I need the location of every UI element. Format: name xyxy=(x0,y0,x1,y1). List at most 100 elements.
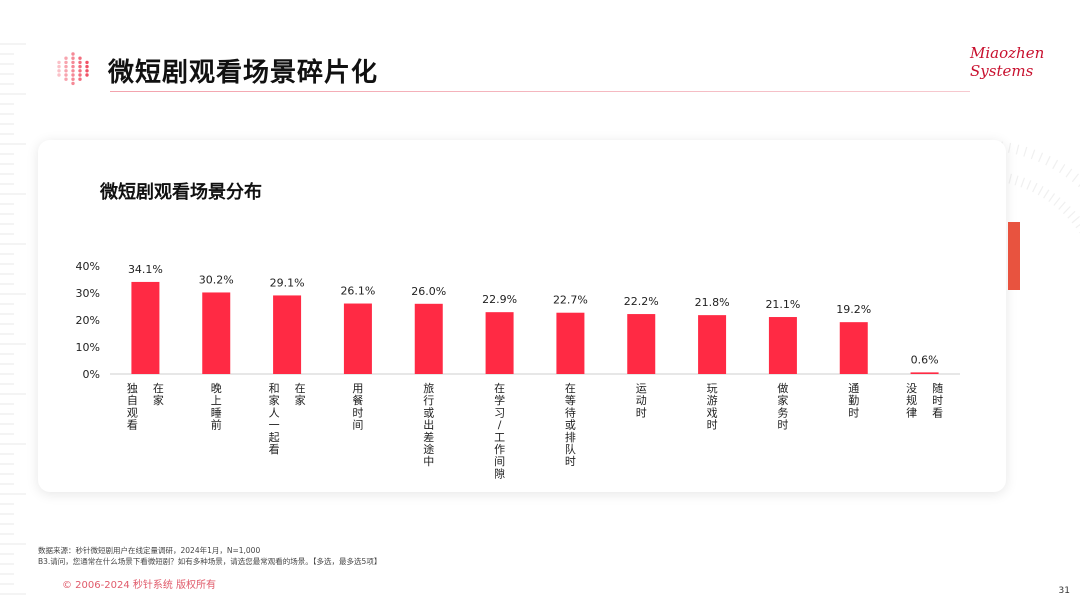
bar xyxy=(910,372,939,374)
x-tick-label: 在学习/工作间隙 xyxy=(494,382,505,480)
dial-tick xyxy=(1058,163,1066,174)
data-label: 21.8% xyxy=(695,296,730,309)
dial-tick xyxy=(1008,142,1012,153)
y-tick-label: 40% xyxy=(76,260,100,273)
arrow-dot xyxy=(57,64,61,69)
data-label: 0.6% xyxy=(911,353,939,366)
arrow-dot xyxy=(64,56,68,60)
bar xyxy=(698,315,727,374)
dial-tick xyxy=(1026,180,1032,190)
arrow-dot xyxy=(57,73,61,77)
data-label: 22.7% xyxy=(553,294,588,307)
arrow-dot xyxy=(71,73,75,77)
arrow-dot xyxy=(64,60,68,65)
arrow-dot xyxy=(71,81,75,86)
y-tick-label: 0% xyxy=(83,368,100,381)
page-number: 31 xyxy=(1058,586,1070,596)
bar xyxy=(202,292,231,374)
arrow-dot xyxy=(64,69,68,73)
arrow-dot xyxy=(64,73,68,77)
arrow-dot xyxy=(57,60,61,65)
header: 微短剧观看场景碎片化 xyxy=(56,48,378,92)
data-label: 19.2% xyxy=(836,303,871,316)
x-tick-label: 在家和家人一起看 xyxy=(269,382,306,456)
dial-tick xyxy=(1008,173,1013,184)
x-tick-label: 运动时 xyxy=(636,382,647,419)
x-tick-label: 用餐时间 xyxy=(352,382,363,432)
bar-chart: 0% 10% 20% 30% 40% 34.1% 在家独自观看 30.2% 晚上睡前 29.1% 在… xyxy=(76,260,960,480)
x-tick-label: 玩游戏时 xyxy=(707,382,718,432)
arrow-dot xyxy=(71,52,75,56)
dial-tick xyxy=(1043,189,1050,199)
dial-tick xyxy=(1071,173,1079,183)
arrow-dot xyxy=(71,64,75,69)
dial-tick xyxy=(1058,201,1066,210)
arrow-dot xyxy=(78,77,82,81)
x-tick-label: 旅行或出差途中 xyxy=(423,381,434,468)
y-tick-label: 10% xyxy=(76,341,100,354)
footnote-source: 数据来源：秒针微短剧用户在线定量调研，2024年1月，N=1,000 xyxy=(38,546,261,555)
dial-tick xyxy=(1037,186,1044,196)
dial-tick xyxy=(1052,159,1059,170)
dial-tick xyxy=(1014,175,1019,186)
arrow-dot xyxy=(85,73,89,77)
decorative-ruler xyxy=(0,43,26,595)
data-label: 29.1% xyxy=(270,276,305,289)
brand-arrow-icon xyxy=(57,52,89,86)
dial-tick xyxy=(1023,146,1028,157)
data-label: 30.2% xyxy=(199,273,234,286)
dial-tick xyxy=(1015,144,1020,155)
arrow-dot xyxy=(85,64,89,69)
bar xyxy=(273,295,302,374)
arrow-dot xyxy=(85,69,89,73)
data-label: 21.1% xyxy=(765,298,800,311)
dial-tick xyxy=(1053,197,1061,206)
dial-tick xyxy=(1065,168,1073,178)
data-label: 26.1% xyxy=(340,285,375,298)
y-tick-label: 30% xyxy=(76,287,100,300)
data-label: 34.1% xyxy=(128,263,163,276)
x-tick-label: 做家务时 xyxy=(777,381,788,432)
arrow-dot xyxy=(71,77,75,81)
arrow-dot xyxy=(71,69,75,73)
arrow-dot xyxy=(78,56,82,60)
data-label: 22.2% xyxy=(624,295,659,308)
bar xyxy=(343,303,372,374)
arrow-dot xyxy=(78,73,82,77)
arrow-dot xyxy=(71,56,75,60)
dial-tick xyxy=(1030,149,1036,160)
x-tick-label: 通勤时 xyxy=(848,382,859,419)
dial-tick xyxy=(1020,177,1026,188)
arrow-dot xyxy=(78,60,82,65)
arrow-dot xyxy=(78,64,82,69)
chart-title: 微短剧观看场景分布 xyxy=(100,182,262,203)
bar xyxy=(131,281,160,374)
x-tick-label: 晚上睡前 xyxy=(211,382,222,432)
arrow-dot xyxy=(85,60,89,65)
bar xyxy=(768,317,797,374)
bar xyxy=(485,312,514,374)
logo-line-1: Miaozhen xyxy=(970,44,1045,62)
dial-tick xyxy=(1045,155,1051,166)
arrow-dot xyxy=(64,64,68,69)
chart-card xyxy=(38,140,1006,492)
data-label: 22.9% xyxy=(482,293,517,306)
arrow-dot xyxy=(71,60,75,65)
logo-line-2: Systems xyxy=(970,62,1034,80)
dial-tick xyxy=(1067,210,1076,219)
bar xyxy=(627,314,656,374)
dial-tick xyxy=(1048,193,1056,203)
x-tick-label: 在等待或排队时 xyxy=(565,382,576,468)
y-tick-label: 20% xyxy=(76,314,100,327)
miaozhen-logo: Miaozhen Systems xyxy=(970,44,1045,80)
copyright: © 2006-2024 秒针系统 版权所有 xyxy=(62,580,217,591)
dial-tick xyxy=(1062,206,1071,215)
side-accent-tab xyxy=(1008,222,1020,290)
dial-tick xyxy=(1032,182,1038,193)
title-divider xyxy=(110,91,970,92)
arrow-dot xyxy=(78,69,82,73)
arrow-dot xyxy=(64,77,68,81)
bar xyxy=(414,303,443,374)
bar xyxy=(839,322,868,374)
data-label: 26.0% xyxy=(411,285,446,298)
